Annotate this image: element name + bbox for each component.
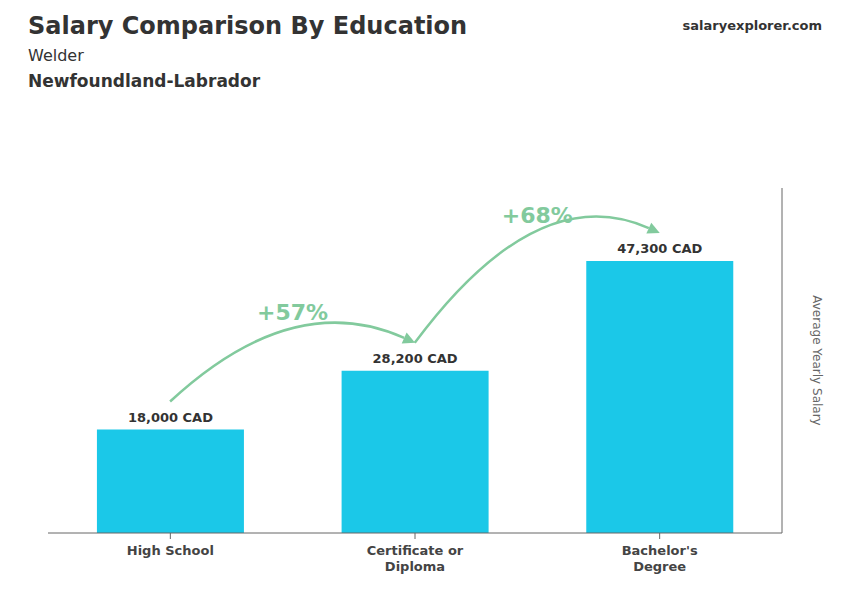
svg-text:High School: High School xyxy=(127,543,214,558)
html-text:salary explorer.com: salary explorer.com xyxy=(682,18,822,33)
svg-text:47,300 CAD: 47,300 CAD xyxy=(617,241,702,256)
svg-text:+57%: +57% xyxy=(257,300,328,325)
svg-text:Average Yearly Salary: Average Yearly Salary xyxy=(810,295,824,425)
svg-text:+68%: +68% xyxy=(502,203,573,228)
svg-text:28,200 CAD: 28,200 CAD xyxy=(373,351,458,366)
svg-text:Bachelor'sDegree: Bachelor'sDegree xyxy=(622,543,698,574)
html-text:Welder: Welder xyxy=(28,46,84,65)
html-text:Newfoundland-Labrador: Newfoundland-Labrador xyxy=(28,71,261,91)
html-text:Salary Comparison By Education: Salary Comparison By Education xyxy=(28,12,468,40)
svg-text:18,000 CAD: 18,000 CAD xyxy=(128,410,213,425)
svg-text:Certificate orDiploma: Certificate orDiploma xyxy=(367,543,464,574)
